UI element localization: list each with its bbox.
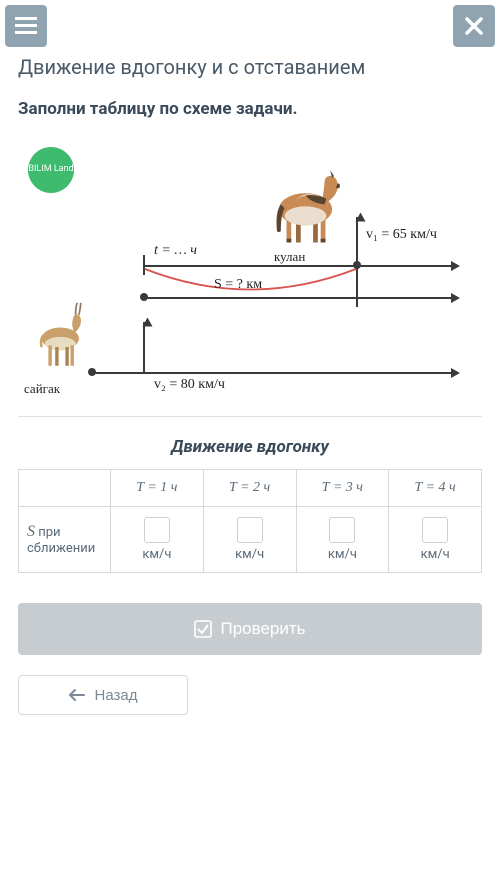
close-button[interactable] <box>453 5 495 47</box>
answer-input-4[interactable] <box>422 517 448 543</box>
check-button-label: Проверить <box>220 619 305 639</box>
instruction-text: Заполни таблицу по схеме задачи. <box>18 99 482 119</box>
back-button[interactable]: Назад <box>18 675 188 715</box>
menu-icon <box>15 17 37 35</box>
answer-table: T = 1 ч T = 2 ч T = 3 ч T = 4 ч S при сб… <box>18 469 482 573</box>
col-header-2: T = 2 ч <box>203 470 296 507</box>
answer-input-1[interactable] <box>144 517 170 543</box>
check-icon <box>194 620 212 638</box>
v1-label: v₁ = 65 км/ч <box>366 227 437 243</box>
s-label: S = ? км <box>214 277 262 293</box>
answer-input-2[interactable] <box>237 517 263 543</box>
saigak-label: сайгак <box>24 381 60 397</box>
problem-diagram: BILIM Land <box>18 137 482 417</box>
unit-2: км/ч <box>208 547 292 562</box>
check-button[interactable]: Проверить <box>18 603 482 655</box>
col-header-4: T = 4 ч <box>389 470 482 507</box>
unit-4: км/ч <box>393 547 477 562</box>
back-arrow-icon <box>69 688 85 702</box>
cell-2: км/ч <box>203 507 296 573</box>
table-corner <box>19 470 111 507</box>
row-label: S при сближении <box>19 507 111 573</box>
back-button-label: Назад <box>95 687 138 704</box>
saigak-image <box>28 297 96 375</box>
menu-button[interactable] <box>5 5 47 47</box>
col-header-1: T = 1 ч <box>111 470 204 507</box>
cell-4: км/ч <box>389 507 482 573</box>
cell-1: км/ч <box>111 507 204 573</box>
t-label: t = … ч <box>154 243 197 259</box>
answer-input-3[interactable] <box>329 517 355 543</box>
kulan-label: кулан <box>274 249 305 265</box>
col-header-3: T = 3 ч <box>296 470 389 507</box>
close-icon <box>465 17 483 35</box>
bilim-badge: BILIM Land <box>28 147 74 193</box>
cell-3: км/ч <box>296 507 389 573</box>
kulan-image <box>258 157 353 252</box>
unit-3: км/ч <box>301 547 385 562</box>
v2-label: v₂ = 80 км/ч <box>154 377 225 393</box>
table-title: Движение вдогонку <box>18 437 482 457</box>
page-title: Движение вдогонку и с отставанием <box>18 55 482 79</box>
unit-1: км/ч <box>115 547 199 562</box>
